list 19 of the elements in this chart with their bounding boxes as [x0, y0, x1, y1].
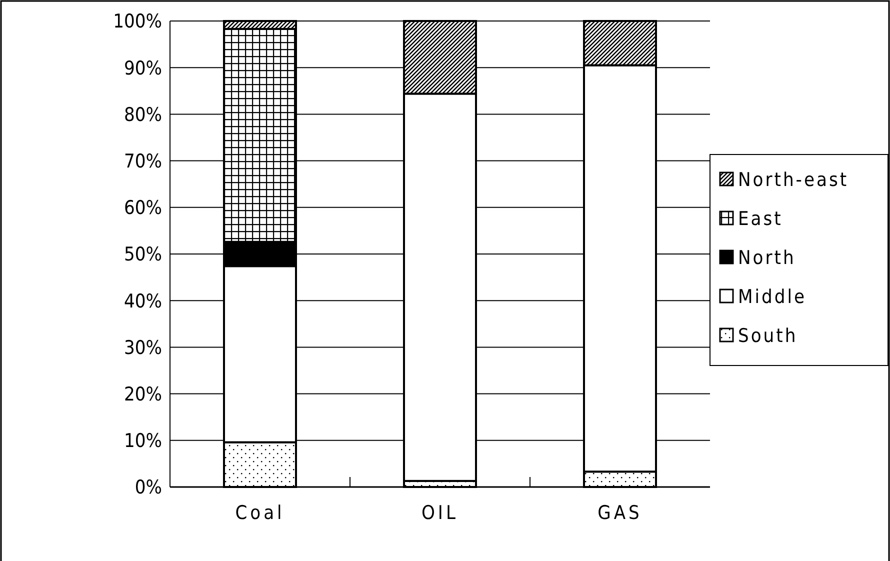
- legend-label: North: [738, 247, 796, 270]
- y-tick-label: 50%: [124, 244, 162, 266]
- y-tick-label: 90%: [124, 57, 162, 80]
- legend-label: North-east: [738, 169, 849, 192]
- legend-label: South: [738, 325, 798, 348]
- y-tick-label: 0%: [134, 476, 162, 499]
- y-tick-label: 40%: [124, 290, 162, 312]
- legend-label: East: [738, 208, 783, 230]
- y-tick-label: 30%: [124, 336, 162, 359]
- y-tick-label: 20%: [124, 383, 162, 406]
- y-tick-label: 100%: [113, 10, 162, 33]
- y-tick-label: 80%: [124, 104, 162, 126]
- legend-label: Middle: [738, 286, 806, 308]
- x-tick-label: GAS: [598, 502, 642, 524]
- y-tick-label: 10%: [124, 430, 162, 452]
- y-tick-label: 70%: [124, 150, 162, 172]
- x-tick-label: OIL: [421, 502, 459, 524]
- y-tick-label: 60%: [124, 197, 162, 220]
- x-tick-label: Coal: [235, 502, 285, 524]
